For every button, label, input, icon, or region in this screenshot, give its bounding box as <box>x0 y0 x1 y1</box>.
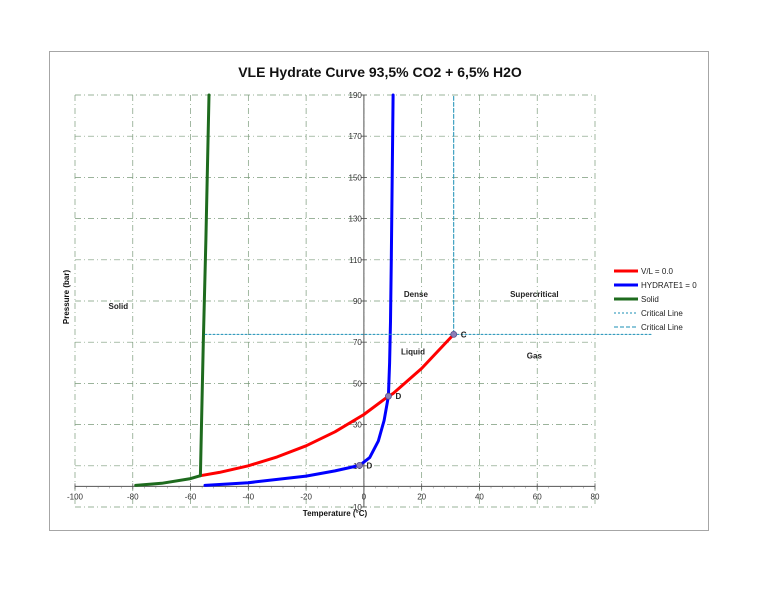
y-tick-label: 90 <box>353 297 362 306</box>
marker-label: D <box>367 461 373 470</box>
x-tick-label: -20 <box>300 492 312 501</box>
legend: V/L = 0.0 HYDRATE1 = 0 Solid Critical Line C… <box>614 267 697 332</box>
region-label: Liquid <box>401 348 425 357</box>
marker-label: C <box>461 330 467 339</box>
region-label: Gas <box>527 352 543 361</box>
x-tick-label: -40 <box>243 492 255 501</box>
chart-svg: VLE Hydrate Curve 93,5% CO2 + 6,5% H2O -… <box>62 64 697 518</box>
series-line-0 <box>198 332 456 478</box>
x-tick-label: 0 <box>362 492 367 501</box>
series-line-1 <box>203 93 395 487</box>
y-tick-label: 50 <box>353 379 362 388</box>
chart-title: VLE Hydrate Curve 93,5% CO2 + 6,5% H2O <box>238 64 522 80</box>
x-axis-label: Temperature (°C) <box>303 509 368 518</box>
y-tick-label: 130 <box>349 215 363 224</box>
markers-group: C D D <box>356 330 467 470</box>
x-tick-label: -100 <box>67 492 84 501</box>
y-axis-label: Pressure (bar) <box>62 270 71 325</box>
region-label: Supercritical <box>510 290 558 299</box>
x-tick-label: 60 <box>533 492 542 501</box>
chart-frame: VLE Hydrate Curve 93,5% CO2 + 6,5% H2O -… <box>49 51 709 531</box>
x-tick-label: -80 <box>127 492 139 501</box>
x-tick-label: 40 <box>475 492 484 501</box>
legend-label: HYDRATE1 = 0 <box>641 281 697 290</box>
labels-group: Solid Dense Supercritical Liquid Gas <box>109 290 559 361</box>
y-tick-label: 110 <box>349 256 362 265</box>
x-tick-label: 80 <box>591 492 600 501</box>
y-tick-label: 30 <box>353 421 362 430</box>
legend-label: V/L = 0.0 <box>641 267 674 276</box>
legend-label: Critical Line <box>641 323 683 332</box>
y-tick-label: 150 <box>349 173 363 182</box>
legend-label: Solid <box>641 295 659 304</box>
x-tick-label: 20 <box>417 492 426 501</box>
y-tick-label: 70 <box>353 338 362 347</box>
grid <box>74 94 596 508</box>
y-tick-label: 190 <box>349 91 363 100</box>
legend-label: Critical Line <box>641 309 683 318</box>
marker-point <box>450 330 458 338</box>
series-line-2 <box>134 93 211 487</box>
marker-point <box>385 392 392 400</box>
marker-label: D <box>395 392 401 401</box>
marker-point <box>356 461 363 469</box>
region-label: Solid <box>109 302 129 311</box>
x-tick-label: -60 <box>185 492 197 501</box>
series-group <box>134 93 654 487</box>
y-tick-label: 170 <box>349 132 363 141</box>
y-tick-label: -10 <box>350 503 362 512</box>
region-label: Dense <box>404 290 429 299</box>
axes: -100-80-60-40-20020406080-10103050709011… <box>67 91 600 512</box>
